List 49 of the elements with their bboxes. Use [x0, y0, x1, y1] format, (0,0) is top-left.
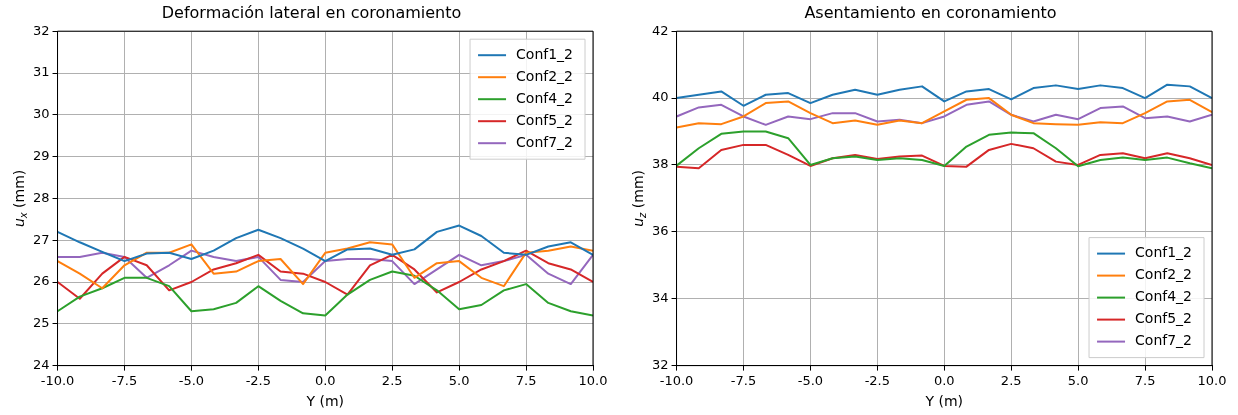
- chart-title: Asentamiento en coronamiento: [804, 2, 1057, 22]
- legend-label: Conf1_2: [516, 45, 574, 62]
- legend-label: Conf2_2: [516, 67, 574, 84]
- legend-label: Conf7_2: [516, 133, 574, 150]
- x-tick-label: 0.0: [314, 372, 336, 388]
- x-tick-label: -2.5: [864, 372, 891, 388]
- y-tick-label: 29: [33, 147, 50, 163]
- x-tick-label: 2.5: [1000, 372, 1022, 388]
- y-tick-label: 28: [33, 189, 50, 205]
- y-tick-label: 36: [652, 223, 669, 239]
- y-tick-label: 26: [33, 273, 50, 289]
- y-axis-title: ux (mm): [10, 169, 29, 228]
- y-tick-label: 38: [652, 156, 669, 172]
- legend-label: Conf4_2: [1135, 288, 1193, 305]
- x-tick-label: -10.0: [40, 372, 75, 388]
- legend-label: Conf2_2: [1135, 266, 1193, 283]
- x-tick-label: -5.0: [797, 372, 824, 388]
- legend-label: Conf5_2: [516, 111, 574, 128]
- x-tick-label: 7.5: [1134, 372, 1156, 388]
- x-tick-label: -2.5: [245, 372, 272, 388]
- x-tick-label: 7.5: [515, 372, 537, 388]
- y-tick-label: 30: [33, 106, 50, 122]
- x-tick-label: 0.0: [933, 372, 955, 388]
- x-tick-label: 5.0: [448, 372, 470, 388]
- y-tick-label: 34: [652, 290, 669, 306]
- y-tick-label: 25: [33, 315, 50, 331]
- legend-label: Conf4_2: [516, 89, 574, 106]
- chart-title: Deformación lateral en coronamiento: [161, 2, 462, 22]
- x-tick-label: -5.0: [178, 372, 205, 388]
- x-tick-label: -7.5: [730, 372, 757, 388]
- legend-label: Conf1_2: [1135, 244, 1193, 261]
- x-tick-label: -7.5: [111, 372, 138, 388]
- legend-label: Conf5_2: [1135, 310, 1193, 327]
- y-tick-label: 32: [33, 22, 50, 38]
- y-tick-label: 32: [652, 356, 669, 372]
- y-tick-label: 27: [33, 231, 50, 247]
- y-axis-title: uz (mm): [629, 170, 648, 227]
- x-tick-label: -10.0: [659, 372, 694, 388]
- y-tick-label: 24: [33, 356, 50, 372]
- x-axis-title: Y (m): [305, 393, 345, 410]
- x-tick-label: 2.5: [381, 372, 403, 388]
- y-tick-label: 31: [33, 64, 50, 80]
- x-tick-label: 10.0: [578, 372, 608, 388]
- x-tick-label: 5.0: [1067, 372, 1089, 388]
- x-tick-label: 10.0: [1197, 372, 1227, 388]
- y-tick-label: 42: [652, 22, 669, 38]
- y-tick-label: 40: [652, 89, 669, 105]
- legend-label: Conf7_2: [1135, 332, 1193, 349]
- x-axis-title: Y (m): [924, 393, 964, 410]
